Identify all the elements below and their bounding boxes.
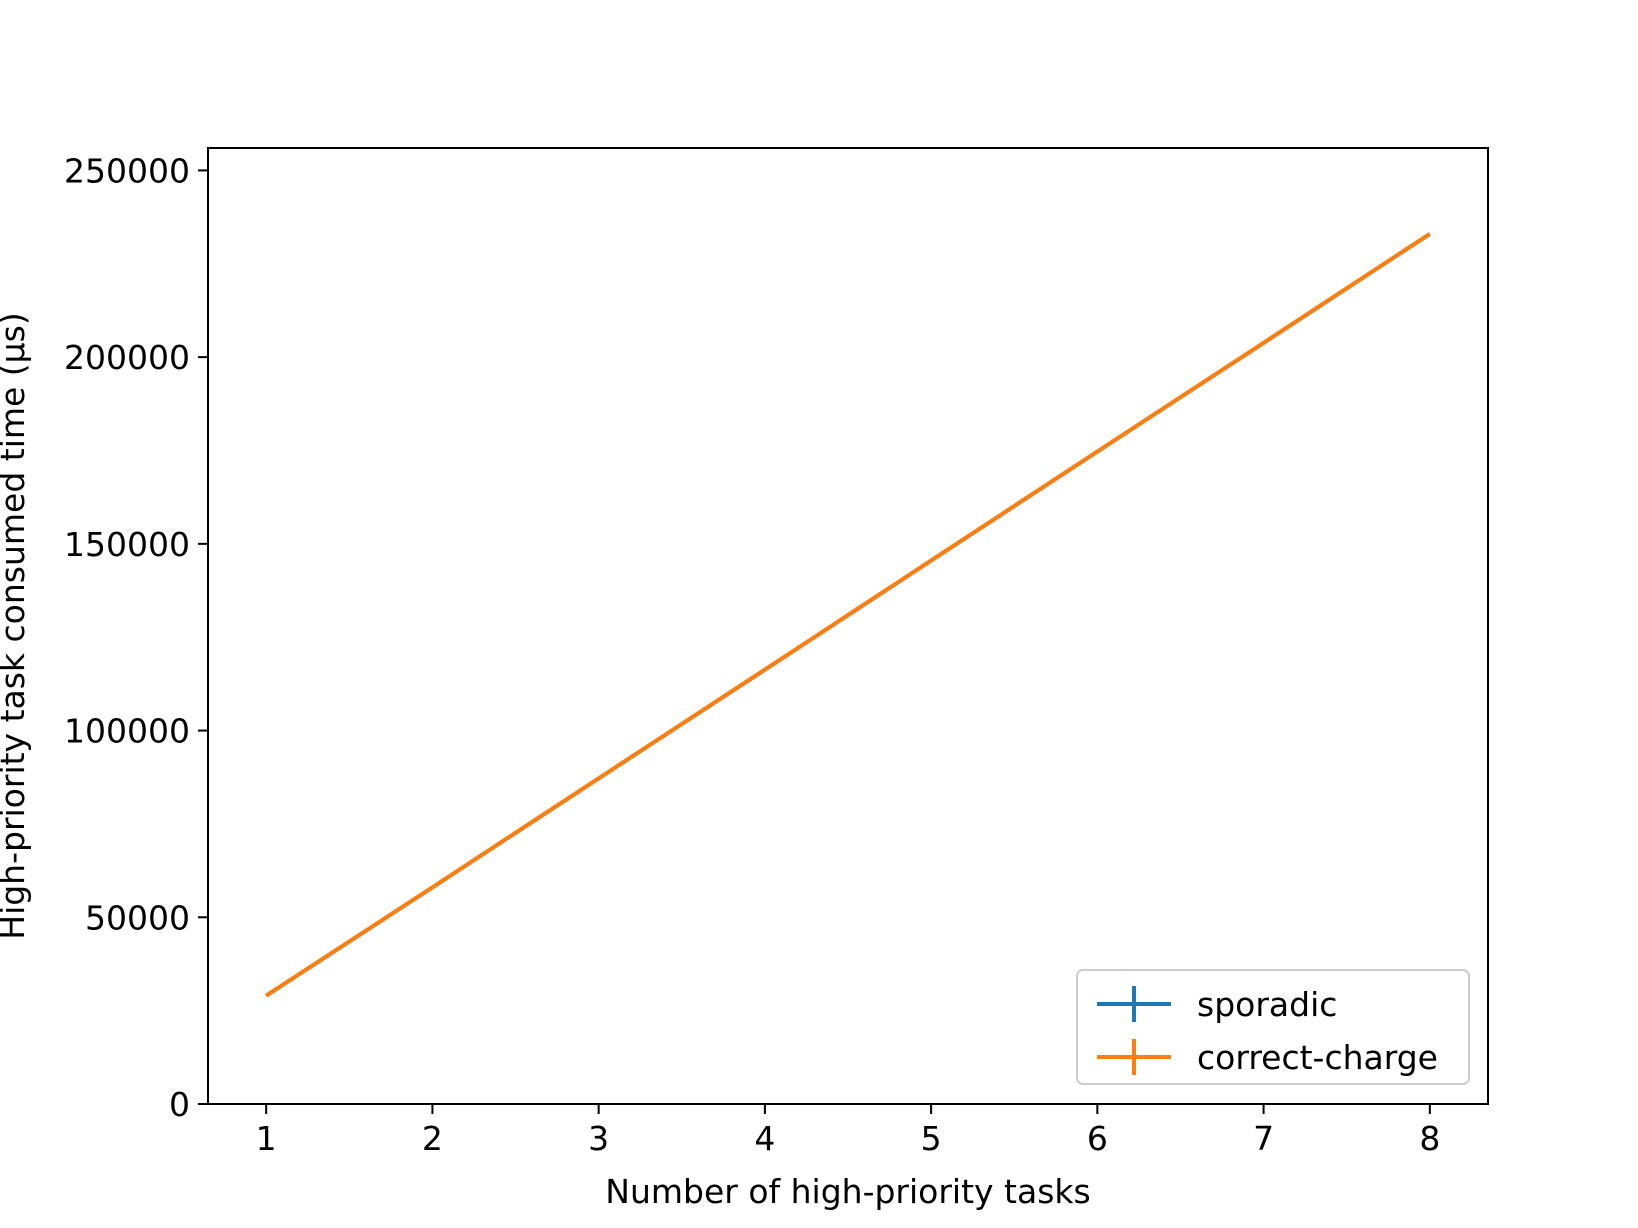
legend-box xyxy=(1076,969,1470,1085)
legend-items: sporadic correct-charge xyxy=(1097,985,1438,1077)
legend-entry: sporadic xyxy=(1097,985,1337,1024)
legend: sporadic correct-charge xyxy=(1076,969,1470,1085)
series-line-2 xyxy=(265,232,1431,998)
legend-label: correct-charge xyxy=(1197,1038,1438,1077)
y-tick-label: 200000 xyxy=(64,338,190,377)
y-tick-label: 250000 xyxy=(64,151,190,190)
y-axis-label: High-priority task consumed time (µs) xyxy=(0,312,32,940)
plot-frame xyxy=(207,147,1489,1105)
y-tick-label: 100000 xyxy=(64,712,190,751)
series-layer xyxy=(265,232,1431,998)
x-axis-label: Number of high-priority tasks xyxy=(605,1172,1090,1211)
x-tick-label: 8 xyxy=(1419,1119,1440,1158)
x-tick-label: 3 xyxy=(588,1119,609,1158)
x-tick-label: 7 xyxy=(1253,1119,1274,1158)
legend-label: sporadic xyxy=(1197,985,1337,1024)
y-axis-ticks: 0 50000 100000 150000 200000 250000 xyxy=(64,151,208,1124)
x-tick-label: 1 xyxy=(256,1119,277,1158)
y-tick-label: 150000 xyxy=(64,525,190,564)
x-axis-ticks: 1 2 3 4 5 6 7 8 xyxy=(256,1104,1440,1158)
plot-area xyxy=(208,148,1488,1104)
y-tick-label: 0 xyxy=(169,1085,190,1124)
x-tick-label: 4 xyxy=(754,1119,775,1158)
x-tick-label: 6 xyxy=(1087,1119,1108,1158)
x-tick-label: 2 xyxy=(422,1119,443,1158)
y-tick-label: 50000 xyxy=(85,898,190,937)
legend-entry: correct-charge xyxy=(1097,1038,1438,1077)
x-tick-label: 5 xyxy=(921,1119,942,1158)
